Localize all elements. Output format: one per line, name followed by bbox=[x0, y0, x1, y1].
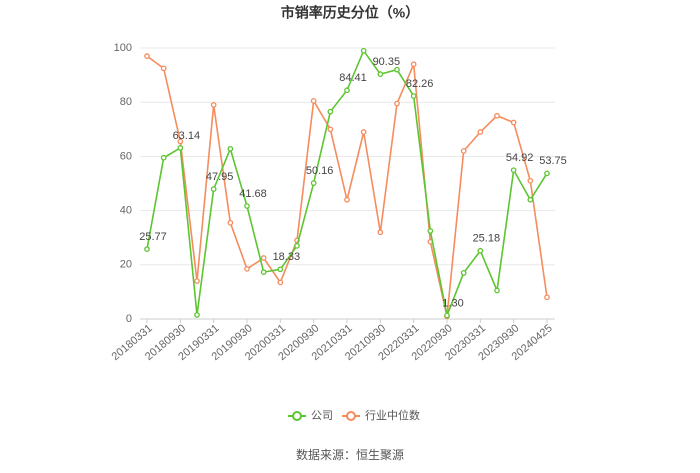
point bbox=[460, 148, 467, 154]
point bbox=[327, 108, 334, 115]
data-label: 41.68 bbox=[239, 188, 267, 200]
point bbox=[344, 196, 350, 203]
source: 数据来源：恒生聚源 bbox=[296, 447, 404, 462]
data-label: 63.14 bbox=[173, 130, 201, 142]
point bbox=[160, 65, 167, 72]
point bbox=[244, 203, 250, 209]
point bbox=[360, 47, 367, 54]
point bbox=[260, 269, 267, 275]
data-label: 18.33 bbox=[273, 251, 301, 263]
point bbox=[227, 219, 234, 226]
data-label: 53.75 bbox=[539, 155, 567, 167]
point bbox=[227, 145, 234, 152]
point bbox=[277, 279, 284, 286]
point bbox=[177, 138, 184, 145]
point bbox=[194, 312, 200, 318]
data-label: 47.95 bbox=[206, 171, 234, 183]
point bbox=[460, 270, 467, 276]
y-tick-label: 40 bbox=[120, 205, 132, 217]
point bbox=[494, 287, 500, 294]
point bbox=[177, 145, 184, 151]
point bbox=[394, 66, 400, 73]
point bbox=[410, 61, 417, 68]
point bbox=[510, 167, 517, 174]
point bbox=[144, 53, 150, 59]
legend-marker bbox=[346, 411, 356, 421]
point bbox=[360, 129, 367, 135]
y-tick-label: 100 bbox=[114, 42, 132, 54]
y-tick-label: 20 bbox=[120, 259, 132, 271]
y-tick-label: 60 bbox=[120, 150, 132, 162]
data-label: 82.26 bbox=[406, 78, 434, 90]
data-label: 25.77 bbox=[139, 231, 167, 243]
legend-label: 公司 bbox=[311, 410, 333, 422]
legend-label: 行业中位数 bbox=[365, 408, 420, 422]
data-label: 54.92 bbox=[506, 152, 534, 164]
point bbox=[144, 246, 150, 253]
y-tick-label: 0 bbox=[126, 313, 132, 325]
y-tick-label: 80 bbox=[120, 96, 132, 108]
point bbox=[277, 266, 284, 273]
point bbox=[527, 196, 534, 203]
point bbox=[244, 266, 250, 272]
data-label: 90.35 bbox=[373, 56, 401, 68]
point bbox=[210, 186, 217, 192]
point bbox=[410, 93, 417, 99]
point bbox=[344, 87, 350, 94]
point bbox=[544, 294, 550, 301]
point bbox=[527, 177, 534, 184]
point bbox=[377, 71, 384, 78]
point bbox=[160, 154, 167, 161]
point bbox=[310, 97, 317, 104]
point bbox=[210, 102, 217, 108]
legend-marker bbox=[292, 411, 302, 421]
point bbox=[377, 229, 384, 236]
point bbox=[194, 278, 200, 284]
point bbox=[544, 170, 550, 177]
point bbox=[477, 247, 484, 254]
point bbox=[494, 112, 500, 119]
point bbox=[310, 180, 317, 186]
point bbox=[444, 312, 450, 319]
chart-title: 市销率历史分位（%） bbox=[281, 5, 419, 21]
point bbox=[294, 242, 300, 249]
series-line bbox=[146, 55, 548, 317]
point bbox=[260, 255, 267, 261]
point bbox=[327, 126, 334, 133]
data-label: 84.41 bbox=[339, 72, 367, 84]
data-label: 1.30 bbox=[442, 297, 463, 309]
point bbox=[427, 228, 434, 234]
point bbox=[394, 100, 400, 107]
point bbox=[477, 129, 484, 135]
data-label: 50.16 bbox=[306, 165, 334, 177]
point bbox=[510, 119, 517, 126]
data-label: 25.18 bbox=[473, 233, 501, 245]
